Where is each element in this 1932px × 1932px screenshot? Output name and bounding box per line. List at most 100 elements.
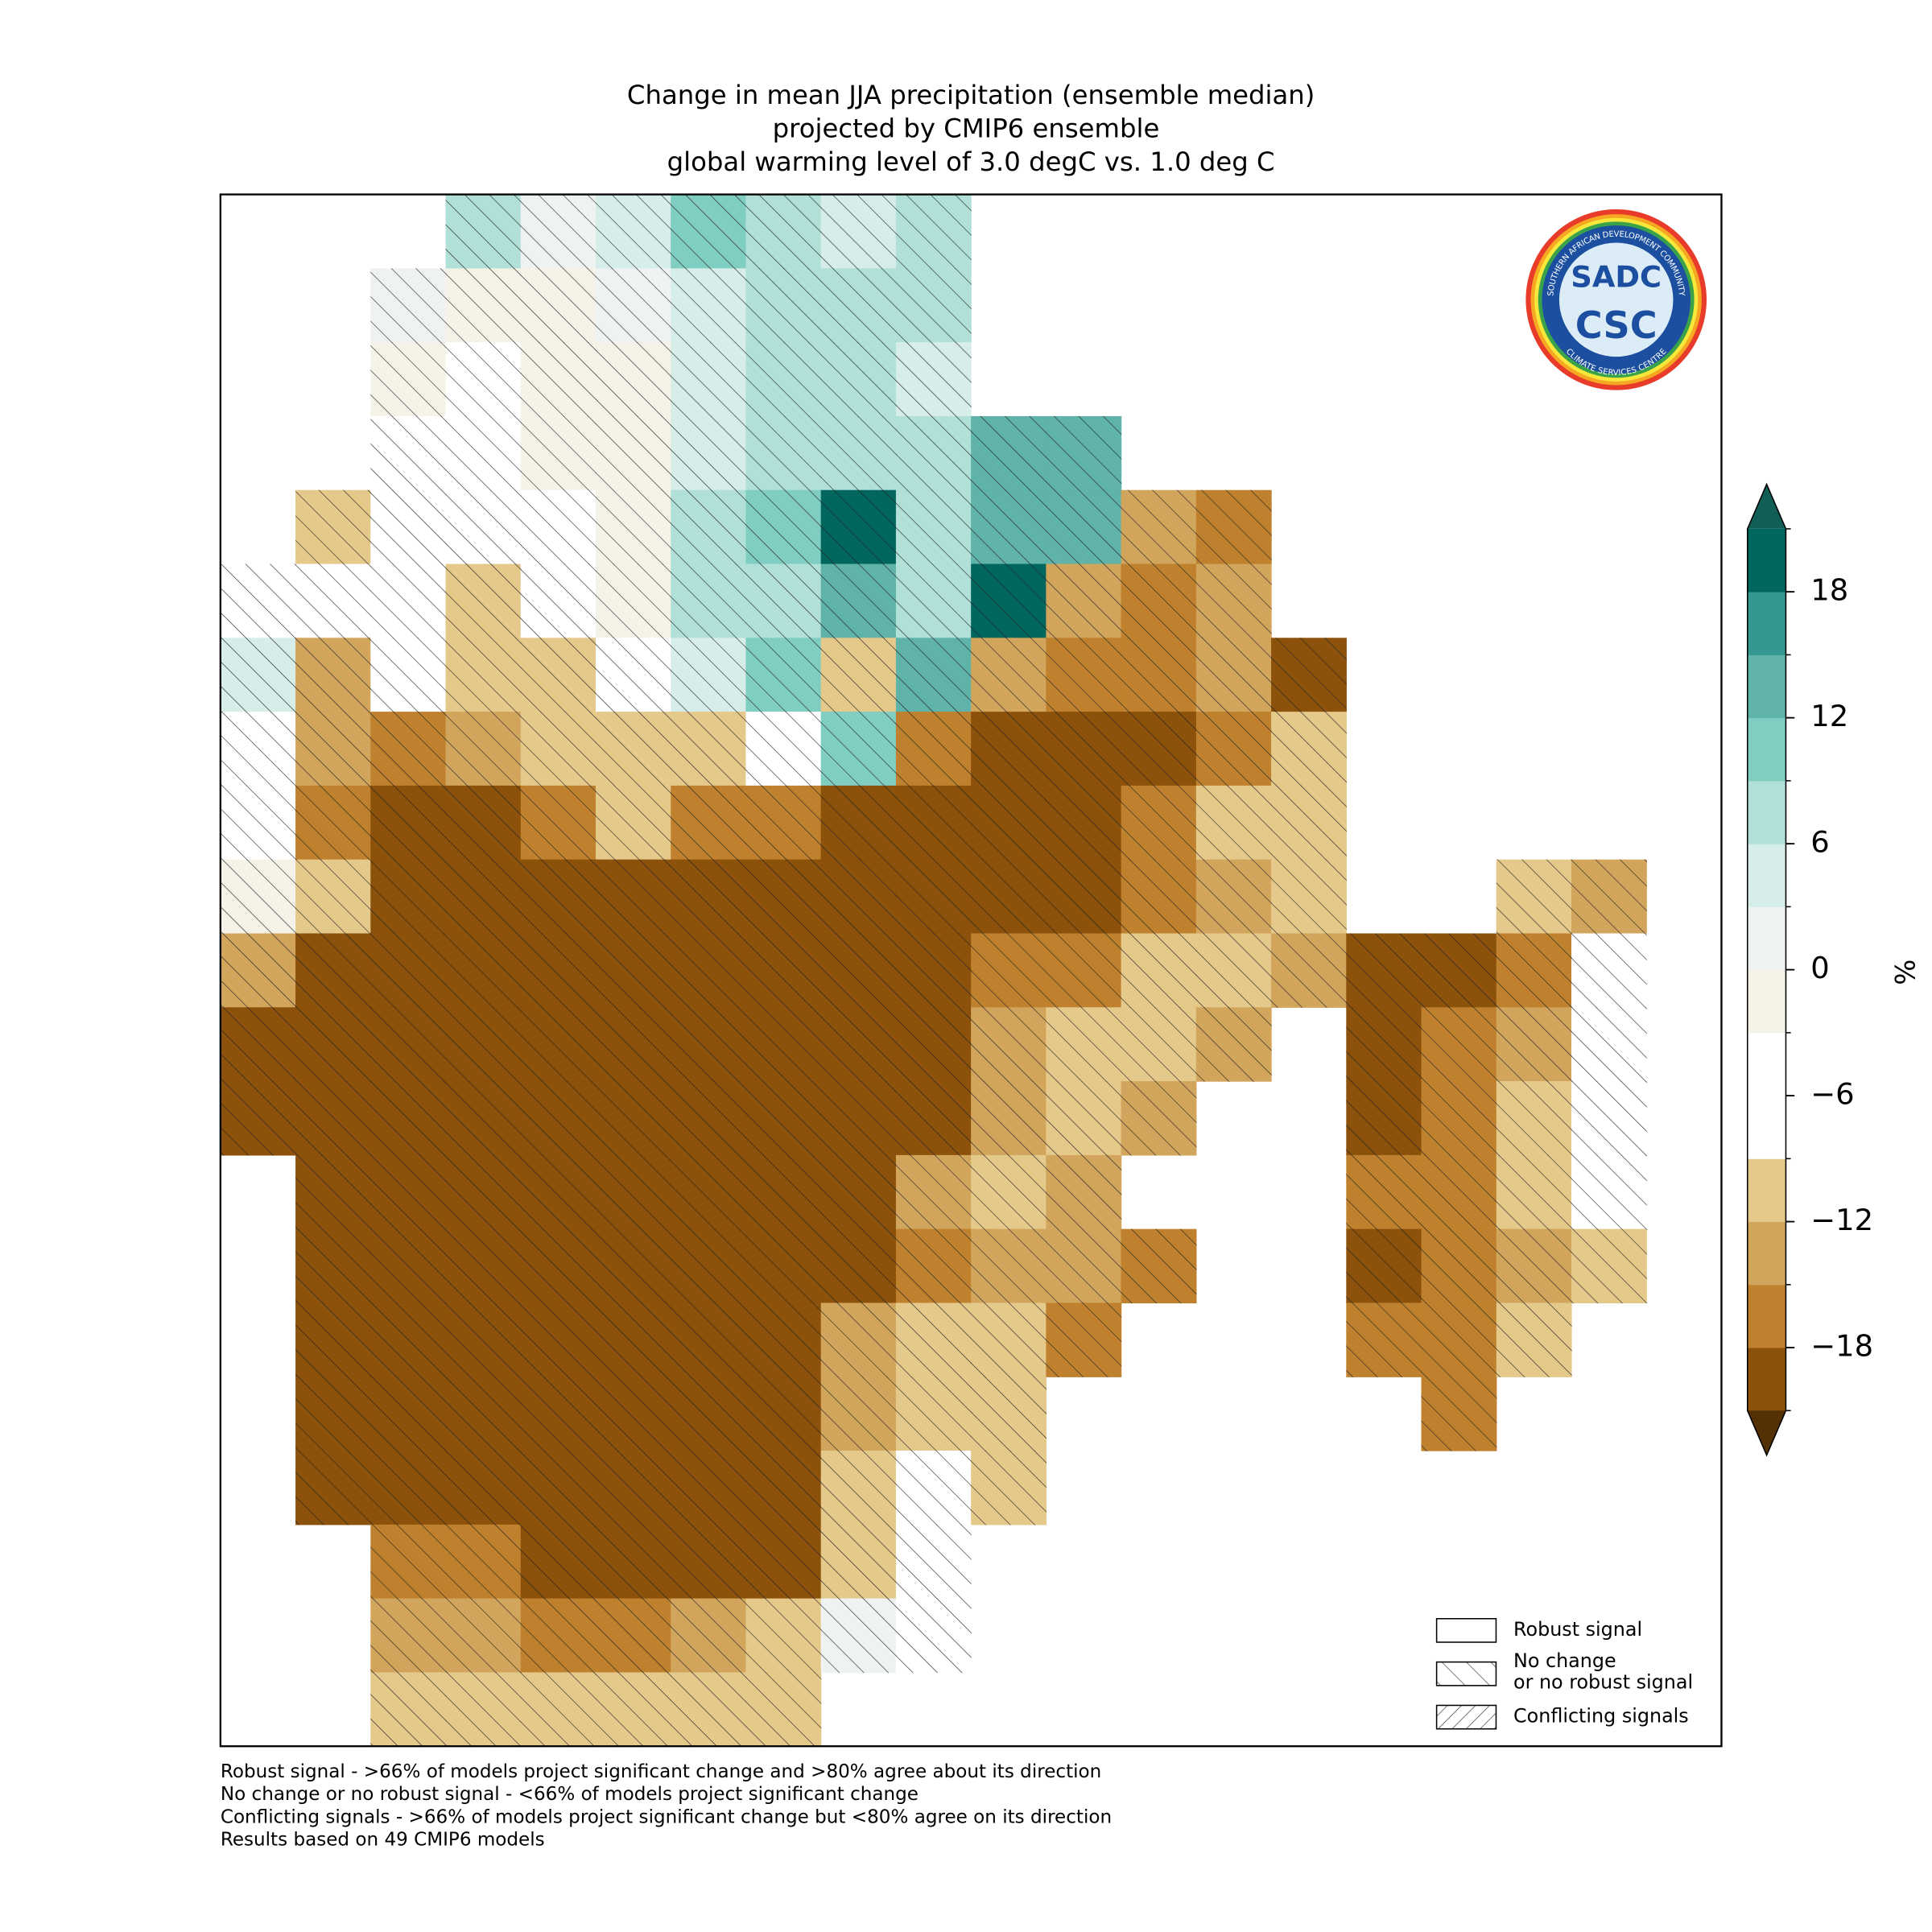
cell-hatch xyxy=(520,564,597,638)
cell-hatch xyxy=(1046,785,1122,861)
cell-hatch xyxy=(445,859,522,935)
colorbar-tick-label: −6 xyxy=(1810,1077,1854,1112)
cell-hatch xyxy=(671,1672,747,1747)
colorbar-bin xyxy=(1747,1221,1786,1286)
cell-hatch xyxy=(820,1451,897,1525)
cell-hatch xyxy=(820,194,897,269)
cell-hatch xyxy=(745,933,822,1008)
cell-hatch xyxy=(1346,1081,1422,1156)
cell-hatch xyxy=(895,712,972,786)
cell-hatch xyxy=(370,1228,447,1304)
cell-hatch xyxy=(220,933,296,1008)
cell-hatch xyxy=(220,564,296,638)
cell-hatch xyxy=(520,1598,597,1674)
colorbar-bin xyxy=(1747,592,1786,655)
cell-hatch xyxy=(671,1451,747,1525)
colorbar-bin xyxy=(1747,1158,1786,1223)
map-frame xyxy=(219,193,1723,1748)
cell-hatch xyxy=(370,859,447,935)
cell-hatch xyxy=(1195,638,1272,712)
cell-hatch xyxy=(596,1672,671,1747)
cell-hatch xyxy=(596,1154,671,1230)
colorbar-tick-label: 0 xyxy=(1810,951,1829,985)
cell-hatch xyxy=(295,1451,371,1525)
cell-hatch xyxy=(295,1154,371,1230)
cell-hatch xyxy=(1046,1081,1122,1156)
cell-hatch xyxy=(1271,712,1347,786)
legend-label: Conflicting signals xyxy=(1513,1705,1689,1728)
cell-hatch xyxy=(445,1672,522,1747)
cell-hatch xyxy=(895,1154,972,1230)
cell-hatch xyxy=(895,785,972,861)
cell-hatch xyxy=(1496,933,1572,1008)
cell-hatch xyxy=(745,785,822,861)
cell-hatch xyxy=(1421,1154,1497,1230)
cell-hatch xyxy=(596,1377,671,1451)
cell-hatch xyxy=(445,785,522,861)
cell-hatch xyxy=(596,1302,671,1377)
cell-hatch xyxy=(1346,1228,1422,1304)
cell-hatch xyxy=(520,342,597,417)
colorbar-bin xyxy=(1747,906,1786,971)
cell-hatch xyxy=(596,1228,671,1304)
cell-hatch xyxy=(895,194,972,269)
cell-hatch xyxy=(1496,1007,1572,1082)
logo-center xyxy=(1558,242,1674,357)
cell-hatch xyxy=(1346,1154,1422,1230)
cell-hatch xyxy=(745,1377,822,1451)
cell-hatch xyxy=(596,1081,671,1156)
cell-hatch xyxy=(1195,564,1272,638)
cell-hatch xyxy=(971,1377,1046,1451)
cell-hatch xyxy=(820,1007,897,1082)
cell-hatch xyxy=(220,1007,296,1082)
cell-hatch xyxy=(520,1007,597,1082)
cell-hatch xyxy=(971,1302,1046,1377)
cell-hatch xyxy=(671,489,747,565)
title-line: Change in mean JJA precipitation (ensemb… xyxy=(627,80,1315,110)
cell-hatch xyxy=(445,712,522,786)
cell-hatch xyxy=(220,785,296,861)
cell-hatch xyxy=(520,1524,597,1600)
cell-hatch xyxy=(445,194,522,269)
cell-hatch xyxy=(895,1007,972,1082)
cell-hatch xyxy=(1421,1228,1497,1304)
cell-hatch xyxy=(295,489,371,565)
cell-hatch xyxy=(971,1451,1046,1525)
cell-hatch xyxy=(370,785,447,861)
cell-hatch xyxy=(671,933,747,1008)
colorbar-tick-label: 12 xyxy=(1810,699,1848,733)
colorbar: −18 −12 −6 0 6 12 18% xyxy=(1747,482,1922,1457)
cell-hatch xyxy=(745,1081,822,1156)
cell-hatch xyxy=(745,1598,822,1674)
cell-hatch xyxy=(370,1302,447,1377)
cell-hatch xyxy=(445,638,522,712)
cell-hatch xyxy=(1046,1228,1122,1304)
cell-hatch xyxy=(1346,1302,1422,1377)
cell-hatch xyxy=(745,1524,822,1600)
cell-hatch xyxy=(1571,933,1647,1008)
cell-hatch xyxy=(1496,859,1572,935)
cell-hatch xyxy=(671,1598,747,1674)
cell-hatch xyxy=(596,564,671,638)
cell-hatch xyxy=(1496,1302,1572,1377)
cell-hatch xyxy=(596,933,671,1008)
cell-hatch xyxy=(971,785,1046,861)
cell-hatch xyxy=(1121,638,1197,712)
cell-hatch xyxy=(671,1228,747,1304)
cell-hatch xyxy=(895,1451,972,1525)
footnote: No change or no robust signal - <66% of … xyxy=(221,1784,919,1805)
cell-hatch xyxy=(895,1524,972,1600)
cell-hatch xyxy=(745,1302,822,1377)
cell-hatch xyxy=(1195,785,1272,861)
cell-hatch xyxy=(820,785,897,861)
cell-hatch xyxy=(745,489,822,565)
cell-hatch xyxy=(220,1081,296,1156)
cell-hatch xyxy=(671,342,747,417)
legend-label: or no robust signal xyxy=(1513,1670,1693,1693)
cell-hatch xyxy=(820,415,897,491)
cell-hatch xyxy=(1571,1228,1647,1304)
cell-hatch xyxy=(745,1007,822,1082)
cell-hatch xyxy=(1195,933,1272,1008)
cell-hatch xyxy=(1571,1007,1647,1082)
